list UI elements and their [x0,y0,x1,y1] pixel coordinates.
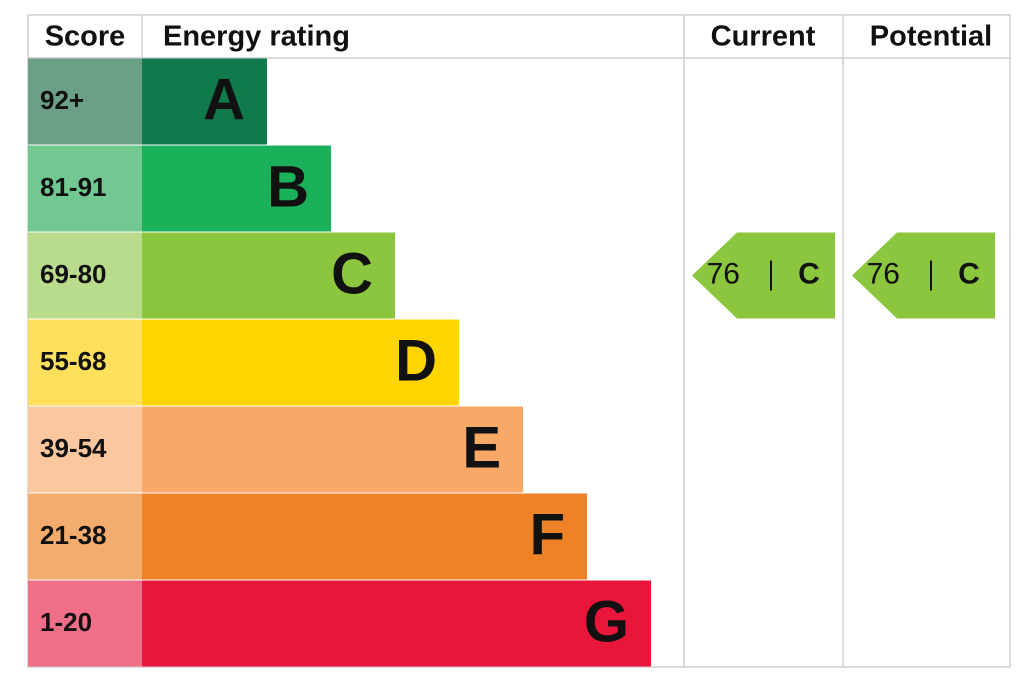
band-bar [142,406,523,493]
band-bar [142,232,395,319]
rating-value: 76 [867,257,900,290]
band-letter: G [584,589,629,654]
score-cell [28,580,142,667]
band-letter: E [462,415,501,480]
band-bar [142,145,331,232]
rating-value: 76 [707,257,740,290]
band-letter: C [331,241,373,306]
band-letter: A [203,67,245,132]
score-range: 81-91 [40,172,107,202]
score-cell [28,319,142,406]
band-bar [142,58,267,145]
band-letter: F [530,502,565,567]
score-cell [28,406,142,493]
header: Score [45,21,126,53]
score-cell [28,58,142,145]
score-range: 1-20 [40,607,92,637]
score-range: 21-38 [40,520,107,550]
score-cell [28,145,142,232]
header: Current [711,21,816,53]
rating-arrow [852,232,995,319]
band-letter: D [395,328,437,393]
header: Potential [870,21,992,53]
score-range: 92+ [40,85,84,115]
score-range: 69-80 [40,259,107,289]
band-bar [142,319,459,406]
band-bar [142,580,651,667]
rating-letter: C [798,257,820,290]
score-cell [28,232,142,319]
band-letter: B [267,154,309,219]
rating-arrow [692,232,835,319]
rating-letter: C [958,257,980,290]
score-range: 39-54 [40,433,107,463]
score-cell [28,493,142,580]
score-range: 55-68 [40,346,107,376]
band-bar [142,493,587,580]
header: Energy rating [163,21,350,53]
